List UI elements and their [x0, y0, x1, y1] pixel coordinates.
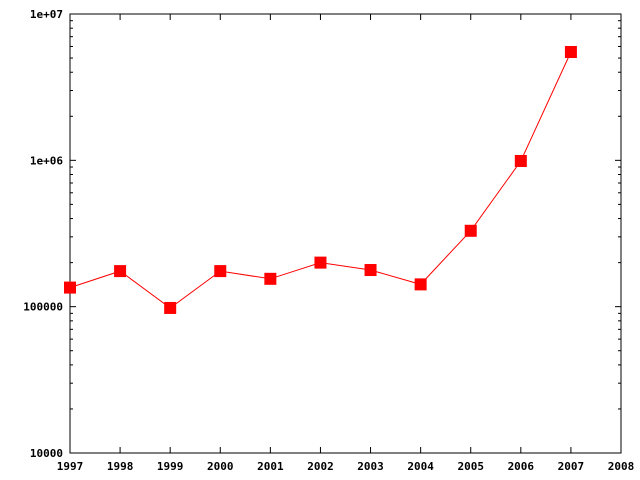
x-axis: 1997 1998 1999 2000 2001 2002 2003 2004 2005 2006… — [57, 14, 635, 473]
data-point — [464, 224, 477, 237]
y-axis: 10000 100000 1e+06 1e+07 — [23, 8, 621, 460]
y-tick-label: 1e+07 — [30, 8, 63, 21]
data-point — [414, 278, 427, 291]
x-tick-label: 2000 — [207, 460, 234, 473]
x-tick-label: 2007 — [558, 460, 585, 473]
plot-frame — [69, 13, 622, 454]
x-tick-label: 1997 — [57, 460, 84, 473]
data-point — [64, 281, 76, 294]
y-tick-label: 100000 — [23, 301, 63, 314]
x-tick-label: 2002 — [307, 460, 334, 473]
data-point — [264, 272, 277, 285]
data-point — [164, 301, 177, 314]
x-tick-label: 2003 — [357, 460, 384, 473]
data-point — [214, 265, 227, 278]
data-point — [514, 154, 527, 167]
data-point — [314, 256, 327, 269]
series-layer — [64, 45, 577, 314]
data-point — [564, 45, 577, 58]
x-tick-label: 2006 — [508, 460, 535, 473]
x-tick-label: 2004 — [407, 460, 434, 473]
x-tick-label: 1999 — [157, 460, 184, 473]
x-tick-label: 2008 — [608, 460, 635, 473]
y-tick-label: 10000 — [30, 447, 63, 460]
x-tick-label: 2001 — [257, 460, 284, 473]
y-tick-label: 1e+06 — [30, 154, 63, 167]
series-line — [69, 51, 572, 309]
data-point — [114, 265, 127, 278]
x-tick-label: 1998 — [107, 460, 134, 473]
data-point — [364, 264, 377, 277]
x-tick-label: 2005 — [457, 460, 484, 473]
